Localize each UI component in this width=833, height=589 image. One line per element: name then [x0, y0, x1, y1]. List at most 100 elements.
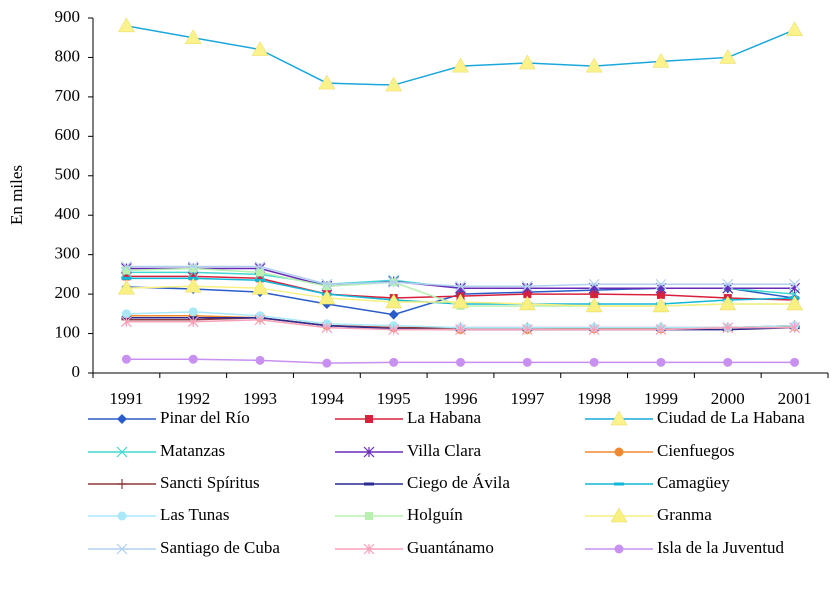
y-tick-label: 200: [55, 283, 81, 302]
legend-label: Cienfuegos: [657, 441, 734, 460]
point-marker: [117, 17, 135, 33]
point-marker: [452, 57, 469, 73]
x-tick-label: 1992: [176, 389, 210, 408]
point-marker: [189, 272, 198, 281]
point-marker: [722, 278, 734, 290]
point-marker: [518, 54, 536, 70]
point-marker: [652, 297, 670, 313]
legend-label: Holguín: [407, 505, 463, 524]
point-marker: [251, 41, 269, 56]
legend-label: Pinar del Río: [160, 408, 250, 427]
point-marker: [318, 289, 336, 305]
point-marker: [321, 322, 333, 334]
legend-label: Ciego de Ávila: [407, 473, 510, 492]
point-marker: [786, 295, 804, 311]
point-marker: [719, 295, 737, 311]
point-marker: [789, 278, 801, 290]
point-marker: [254, 314, 266, 326]
point-marker: [256, 268, 265, 277]
series-line: [126, 25, 795, 86]
point-marker: [121, 309, 131, 319]
point-marker: [256, 274, 265, 283]
point-marker: [388, 309, 399, 320]
y-tick-label: 700: [55, 86, 81, 105]
point-marker: [590, 290, 599, 299]
point-marker: [585, 297, 603, 313]
legend-marker: [363, 446, 375, 458]
point-marker: [121, 354, 131, 364]
point-marker: [789, 322, 801, 334]
point-marker: [117, 279, 135, 295]
point-marker: [388, 324, 400, 336]
point-marker: [521, 280, 533, 292]
point-marker: [585, 57, 603, 73]
legend-label: La Habana: [407, 408, 482, 427]
y-tick-label: 600: [55, 125, 81, 144]
point-marker: [521, 282, 533, 294]
x-tick-label: 1995: [377, 389, 411, 408]
point-marker: [656, 357, 666, 367]
y-tick-label: 400: [55, 204, 81, 223]
point-marker: [389, 357, 399, 367]
point-marker: [656, 290, 665, 299]
point-marker: [318, 74, 336, 90]
x-tick-label: 1994: [310, 389, 345, 408]
point-marker: [188, 307, 198, 317]
point-marker: [719, 48, 737, 64]
point-marker: [589, 357, 599, 367]
legend-label: Sancti Spíritus: [160, 473, 260, 492]
point-marker: [385, 293, 403, 309]
y-axis-label: En miles: [7, 165, 26, 225]
point-marker: [255, 355, 265, 365]
point-marker: [655, 324, 667, 336]
point-marker: [790, 357, 800, 367]
x-tick-label: 1998: [577, 389, 611, 408]
legend-marker: [117, 479, 127, 489]
legend-marker: [365, 512, 373, 520]
point-marker: [655, 278, 667, 290]
y-tick-label: 500: [55, 165, 81, 184]
point-marker: [122, 266, 131, 275]
legend-label: Santiago de Cuba: [160, 538, 280, 557]
point-marker: [588, 278, 600, 290]
legend-label: Villa Clara: [407, 441, 481, 460]
legend-marker: [610, 410, 628, 426]
legend-marker: [363, 543, 375, 555]
y-tick-label: 300: [55, 244, 81, 263]
y-tick-label: 100: [55, 322, 81, 341]
legend-label: Las Tunas: [160, 505, 229, 524]
legend-marker: [117, 414, 127, 424]
legend-label: Matanzas: [160, 441, 225, 460]
point-marker: [184, 29, 202, 44]
y-tick-label: 900: [55, 7, 81, 26]
legend-label: Granma: [657, 505, 712, 524]
point-marker: [187, 316, 199, 328]
x-tick-label: 1993: [243, 389, 277, 408]
point-marker: [523, 290, 532, 299]
point-marker: [120, 261, 132, 272]
legend-marker: [610, 507, 628, 523]
point-marker: [189, 264, 198, 273]
legend-label: Guantánamo: [407, 538, 494, 557]
point-marker: [652, 52, 670, 68]
legend-marker: [614, 447, 624, 457]
legend-marker: [116, 543, 128, 555]
x-tick-label: 2001: [778, 389, 812, 408]
point-marker: [452, 293, 469, 309]
point-marker: [322, 282, 331, 291]
legend-marker: [117, 511, 127, 521]
legend-label: Ciudad de La Habana: [657, 408, 805, 427]
legend-marker: [365, 415, 373, 423]
point-marker: [122, 272, 131, 281]
y-tick-label: 800: [55, 46, 81, 65]
point-marker: [722, 322, 734, 334]
point-marker: [187, 261, 199, 272]
point-marker: [251, 279, 269, 295]
point-marker: [321, 278, 333, 290]
point-marker: [188, 354, 198, 364]
legend-marker: [614, 544, 624, 554]
point-marker: [385, 76, 403, 92]
x-tick-label: 1997: [510, 389, 545, 408]
point-marker: [455, 324, 466, 336]
x-tick-label: 2000: [711, 389, 745, 408]
